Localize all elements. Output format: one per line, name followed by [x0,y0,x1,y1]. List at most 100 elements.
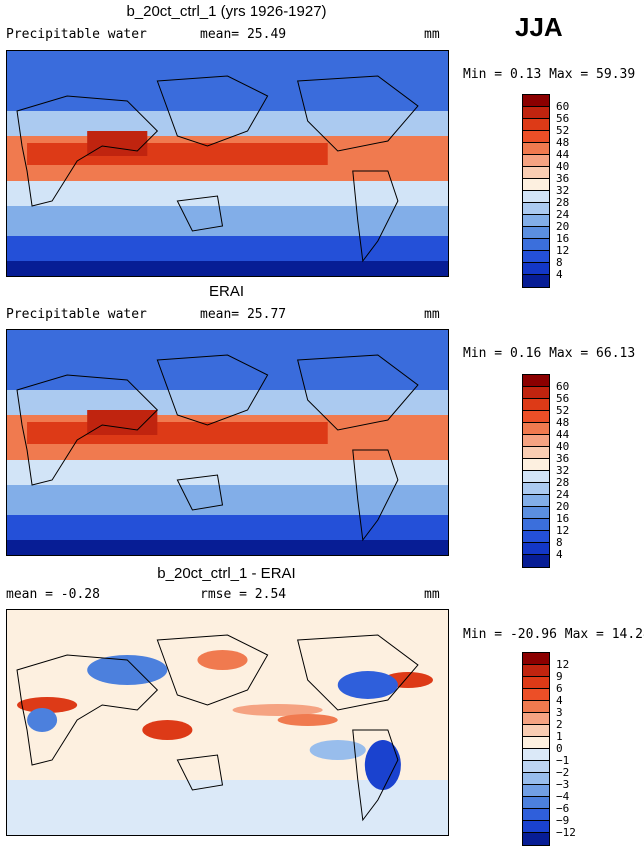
colorbar-tick-label: 28 [556,476,570,489]
colorbar-tick-label: 9 [556,670,563,683]
colorbar-cell [523,95,549,107]
colorbar-tick-label: 44 [556,428,570,441]
colorbar-cell [523,495,549,507]
colorbar-cell [523,821,549,833]
colorbar-tick-label: 0 [556,742,563,755]
colorbar-cell [523,203,549,215]
panel2-colorbar [522,374,550,568]
colorbar-tick-label: 48 [556,416,570,429]
colorbar-cell [523,713,549,725]
panel1-variable-label: Precipitable water [6,27,147,42]
colorbar-cell [523,785,549,797]
panel1-map [6,50,449,277]
colorbar-tick-label: 56 [556,392,570,405]
colorbar-tick-label: 28 [556,196,570,209]
colorbar-cell [523,833,549,845]
colorbar-tick-label: 40 [556,160,570,173]
colorbar-cell [523,423,549,435]
panel3-mean-label: mean = -0.28 [6,587,100,602]
colorbar-tick-label: 20 [556,220,570,233]
colorbar-cell [523,143,549,155]
colorbar-cell [523,399,549,411]
colorbar-tick-label: 52 [556,404,570,417]
panel1-minmax-label: Min = 0.13 Max = 59.39 [463,67,636,82]
colorbar-tick-label: −4 [556,790,570,803]
colorbar-tick-label: 32 [556,184,570,197]
colorbar-tick-label: −9 [556,814,570,827]
colorbar-tick-label: 48 [556,136,570,149]
panel3-colorbar [522,652,550,846]
colorbar-tick-label: 56 [556,112,570,125]
panel2-variable-label: Precipitable water [6,307,147,322]
colorbar-tick-label: 4 [556,548,563,561]
colorbar-cell [523,215,549,227]
colorbar-tick-label: 36 [556,172,570,185]
colorbar-cell [523,555,549,567]
colorbar-cell [523,773,549,785]
colorbar-tick-label: −2 [556,766,570,779]
colorbar-tick-label: 52 [556,124,570,137]
colorbar-cell [523,531,549,543]
colorbar-cell [523,239,549,251]
colorbar-tick-label: 2 [556,718,563,731]
panel2-map [6,329,449,556]
colorbar-cell [523,263,549,275]
colorbar-cell [523,737,549,749]
colorbar-cell [523,701,549,713]
colorbar-cell [523,251,549,263]
colorbar-cell [523,749,549,761]
colorbar-tick-label: 3 [556,706,563,719]
colorbar-tick-label: 40 [556,440,570,453]
colorbar-cell [523,119,549,131]
colorbar-tick-label: −6 [556,802,570,815]
colorbar-cell [523,459,549,471]
panel1-field-svg [7,51,448,276]
panel3-rmse-label: rmse = 2.54 [200,587,287,602]
colorbar-cell [523,761,549,773]
colorbar-cell [523,689,549,701]
colorbar-tick-label: 1 [556,730,563,743]
colorbar-tick-label: 12 [556,524,570,537]
colorbar-tick-label: 4 [556,268,563,281]
colorbar-tick-label: 16 [556,232,570,245]
colorbar-cell [523,275,549,287]
colorbar-cell [523,155,549,167]
colorbar-tick-label: 24 [556,208,570,221]
colorbar-tick-label: 36 [556,452,570,465]
colorbar-tick-label: 6 [556,682,563,695]
colorbar-tick-label: 4 [556,694,563,707]
colorbar-cell [523,471,549,483]
colorbar-tick-label: −12 [556,826,576,839]
colorbar-tick-label: 44 [556,148,570,161]
colorbar-cell [523,191,549,203]
colorbar-cell [523,107,549,119]
panel3-title: b_20ct_ctrl_1 - ERAI [157,565,296,582]
panel1-title: b_20ct_ctrl_1 (yrs 1926-1927) [126,3,327,20]
colorbar-tick-label: 60 [556,100,570,113]
panel2-field-svg [7,330,448,555]
colorbar-tick-label: 8 [556,256,563,269]
colorbar-cell [523,227,549,239]
panel1-units-label: mm [424,27,440,42]
colorbar-cell [523,519,549,531]
colorbar-tick-label: 24 [556,488,570,501]
colorbar-cell [523,725,549,737]
colorbar-cell [523,677,549,689]
colorbar-cell [523,543,549,555]
colorbar-cell [523,435,549,447]
season-label: JJA [515,12,563,42]
panel2-title: ERAI [208,283,244,300]
panel1-mean-label: mean= 25.49 [200,27,287,42]
colorbar-tick-label: 60 [556,380,570,393]
colorbar-tick-label: 20 [556,500,570,513]
colorbar-tick-label: 8 [556,536,563,549]
colorbar-tick-label: −3 [556,778,570,791]
colorbar-tick-label: 12 [556,658,570,671]
colorbar-cell [523,797,549,809]
colorbar-cell [523,447,549,459]
colorbar-cell [523,131,549,143]
colorbar-cell [523,375,549,387]
colorbar-tick-label: 12 [556,244,570,257]
panel2-units-label: mm [424,307,440,322]
panel2-minmax-label: Min = 0.16 Max = 66.13 [463,346,636,361]
